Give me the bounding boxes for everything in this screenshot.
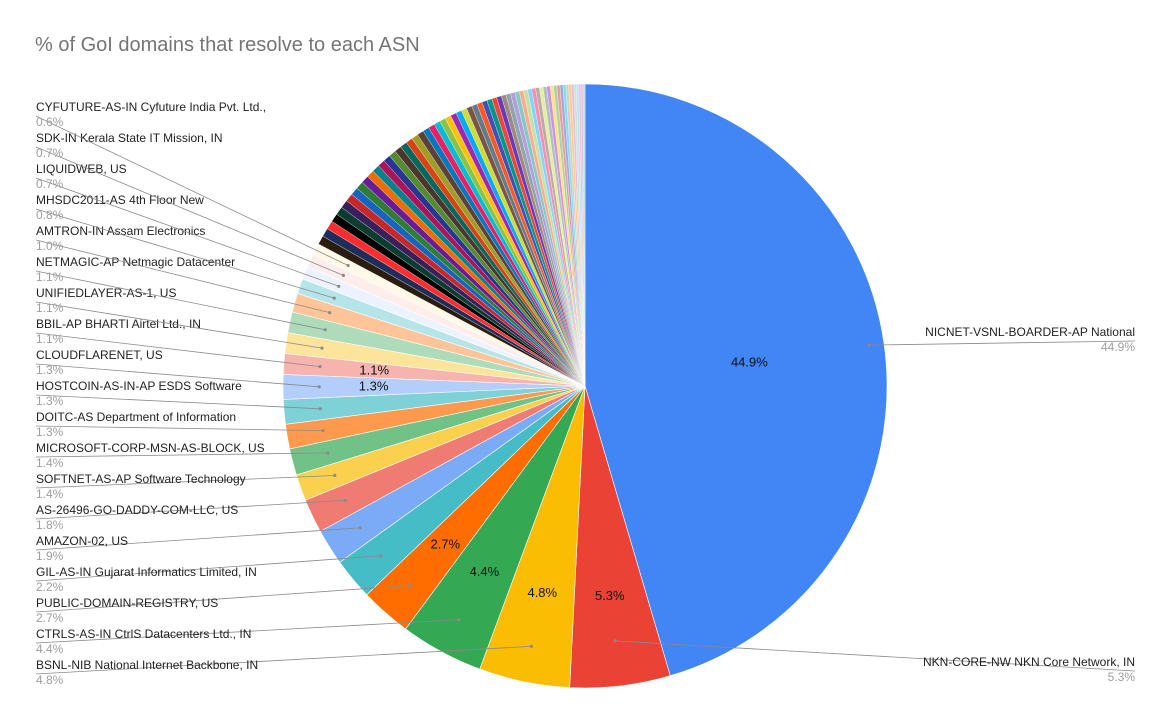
callout-name-16: NETMAGIC-AP Netmagic Datacenter [36,255,235,269]
pie-slice-1 [584,83,888,677]
callout-value-1: 44.9% [1101,340,1135,354]
callout-line-19 [35,177,339,287]
callout-dot-8 [343,498,347,502]
callout-name-15: UNIFIEDLAYER-AS-1, US [36,286,176,300]
callout-value-7: 1.9% [36,549,64,563]
callout-value-19: 0.7% [36,177,64,191]
callout-name-2: NKN-CORE-NW NKN Core Network, IN [923,655,1135,669]
callout-name-17: AMTRON-IN Assam Electronics [36,224,205,238]
callout-line-4 [35,619,459,644]
callout-dot-15 [320,346,324,350]
callout-value-12: 1.3% [36,394,64,408]
callout-name-5: PUBLIC-DOMAIN-REGISTRY, US [36,596,218,610]
callout-dot-1 [867,343,871,347]
callout-name-6: GIL-AS-IN Gujarat Informatics Limited, I… [36,565,257,579]
callout-dot-20 [341,273,345,277]
callout-line-17 [35,239,330,313]
callout-name-7: AMAZON-02, US [36,534,128,548]
callout-line-15 [35,301,323,349]
pie-slice-small-60 [582,83,586,387]
callout-name-9: SOFTNET-AS-AP Software Technology [36,472,246,486]
slice-labels: 44.9% 5.3% 4.8% 4.4% 2.7% 1.3%1.1% [359,354,768,603]
callout-value-4: 4.4% [36,642,64,656]
callout-dot-12 [318,407,322,411]
callout-name-14: BBIL-AP BHARTI Airtel Ltd., IN [36,317,201,331]
callout-line-6 [35,555,381,582]
callout-dot-16 [323,328,327,332]
callout-line-16 [35,270,326,331]
callout-dot-21 [346,263,350,268]
callout-line-10 [35,452,328,458]
callout-value-17: 1.0% [36,239,64,253]
slice-label-14: 1.1% [359,363,389,378]
callout-value-10: 1.4% [36,456,64,470]
callout-line-1 [868,340,1136,346]
callout-name-13: CLOUDFLARENET, US [36,348,163,362]
callout-name-19: LIQUIDWEB, US [36,162,127,176]
slice-label-1: 44.9% [731,354,768,369]
callout-line-21 [35,115,349,266]
callout-name-18: MHSDC2011-AS 4th Floor New [36,193,204,207]
slice-label-3: 4.8% [527,585,557,600]
slice-label-4: 4.4% [470,564,500,579]
callout-line-14 [35,332,321,367]
callout-value-6: 2.2% [36,580,64,594]
callout-value-20: 0.7% [36,146,64,160]
callout-value-2: 5.3% [1108,670,1136,684]
callout-value-15: 1.1% [36,301,64,315]
callout-value-18: 0.8% [36,208,64,222]
callout-name-20: SDK-IN Kerala State IT Mission, IN [36,131,223,145]
slice-label-5: 2.7% [430,537,460,552]
callout-line-11 [35,425,324,431]
callout-dot-3 [529,644,533,648]
callout-dot-6 [379,554,383,558]
callout-value-8: 1.8% [36,518,64,532]
callout-name-10: MICROSOFT-CORP-MSN-AS-BLOCK, US [36,441,265,455]
callout-value-5: 2.7% [36,611,64,625]
callout-dot-13 [317,385,321,389]
callout-line-8 [35,500,346,520]
callout-value-3: 4.8% [36,673,64,687]
callout-dot-5 [407,583,411,588]
pie-slices [282,83,888,689]
callout-dot-11 [321,429,325,433]
callout-value-16: 1.1% [36,270,64,284]
callout-value-14: 1.1% [36,332,64,346]
callout-line-7 [35,527,361,551]
callout-name-1: NICNET-VSNL-BOARDER-AP National [925,325,1135,339]
callout-name-4: CTRLS-AS-IN CtrlS Datacenters Ltd., IN [36,627,251,641]
callout-line-3 [35,645,532,675]
callout-name-21: CYFUTURE-AS-IN Cyfuture India Pvt. Ltd., [36,100,266,114]
slice-label-13: 1.3% [359,379,389,394]
callout-line-12 [35,394,321,410]
callout-value-9: 1.4% [36,487,64,501]
callout-dot-7 [358,526,362,530]
slice-label-2: 5.3% [595,588,625,603]
callout-line-20 [35,146,344,276]
callout-value-21: 0.6% [36,115,64,129]
callout-dot-18 [332,296,336,300]
callout-line-2 [615,640,1136,672]
callout-line-18 [35,208,335,299]
callout-name-12: HOSTCOIN-AS-IN-AP ESDS Software [36,379,242,393]
callout-dot-2 [613,639,617,643]
callout-labels: NICNET-VSNL-BOARDER-AP National44.9%NKN-… [35,100,1136,687]
chart-title: % of GoI domains that resolve to each AS… [35,34,420,56]
callout-name-8: AS-26496-GO-DADDY-COM-LLC, US [36,503,238,517]
callout-line-13 [35,363,320,388]
callout-value-13: 1.3% [36,363,64,377]
callout-dot-9 [333,473,337,478]
callout-dot-4 [456,618,461,622]
callout-dot-17 [328,311,332,315]
callout-value-11: 1.3% [36,425,64,439]
callout-dot-19 [337,284,341,288]
callout-dot-14 [318,365,322,369]
callout-name-3: BSNL-NIB National Internet Backbone, IN [36,658,258,672]
callout-dot-10 [326,451,330,455]
callout-line-9 [35,475,335,489]
callout-line-5 [35,585,410,613]
callout-name-11: DOITC-AS Department of Information [36,410,236,424]
